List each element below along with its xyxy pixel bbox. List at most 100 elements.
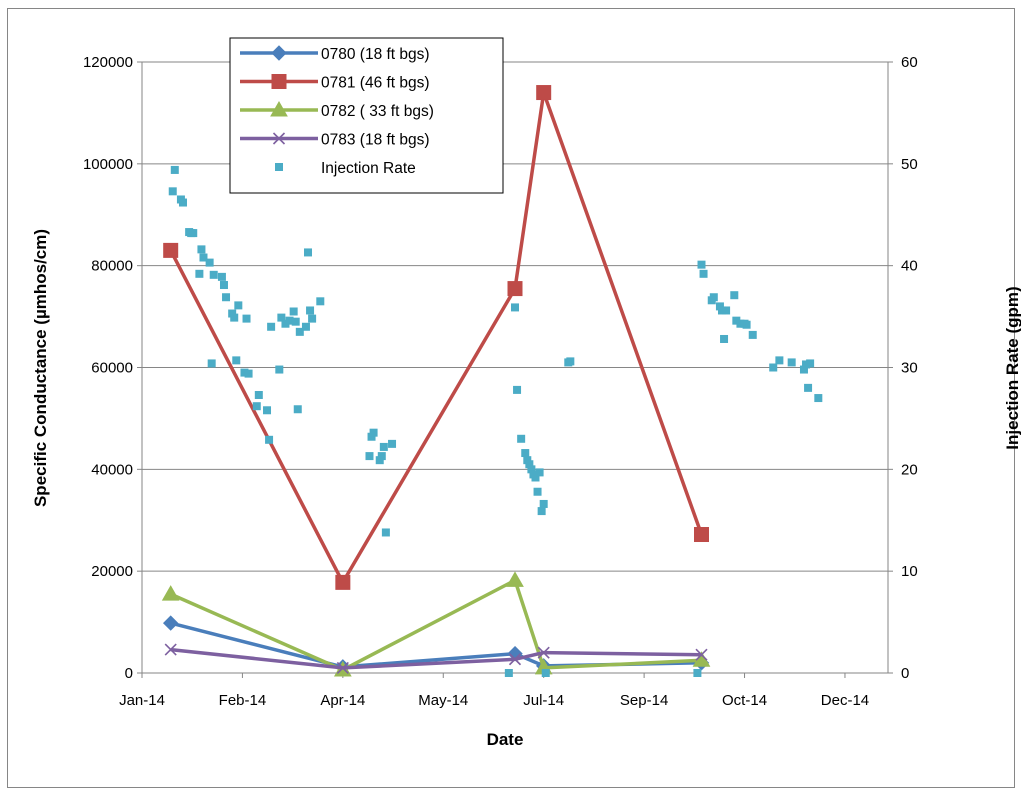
data-point — [277, 313, 286, 322]
legend-entry: 0781 (46 ft bgs) — [240, 74, 430, 92]
x-tick-label: Jan-14 — [119, 692, 165, 709]
data-point — [566, 357, 575, 366]
data-point — [293, 405, 302, 414]
y2-tick-label: 60 — [901, 54, 918, 71]
data-point — [189, 229, 198, 238]
data-point — [367, 432, 376, 441]
legend-label: Injection Rate — [321, 160, 416, 177]
data-point — [732, 316, 741, 325]
data-point — [207, 359, 216, 368]
data-point — [267, 322, 276, 331]
data-point — [285, 316, 294, 325]
data-point — [178, 198, 187, 207]
data-point — [161, 585, 180, 601]
data-point — [695, 648, 708, 661]
data-point — [533, 487, 542, 496]
data-point — [506, 571, 524, 587]
axes — [137, 61, 893, 678]
tick-labels: 0 20000 40000 60000 80000 100000 120000 0 10 20 30… — [83, 54, 918, 709]
data-point — [531, 473, 540, 482]
y-tick-label: 0 — [125, 665, 133, 682]
data-point — [242, 314, 251, 323]
data-point — [335, 574, 351, 590]
data-point — [379, 442, 388, 451]
data-point — [168, 187, 177, 196]
data-point — [281, 319, 290, 328]
data-point — [525, 460, 534, 469]
data-point — [694, 527, 709, 543]
data-point — [289, 307, 298, 316]
data-point — [722, 306, 731, 315]
data-point — [217, 272, 226, 281]
y-tick-label: 100000 — [83, 156, 133, 173]
data-point — [375, 456, 384, 465]
data-point — [304, 248, 313, 257]
data-point — [527, 465, 536, 474]
data-point — [301, 322, 310, 331]
legend-marker — [270, 100, 288, 117]
data-point — [511, 303, 519, 312]
x-tick-label: Sep-14 — [620, 692, 668, 709]
legend-marker — [272, 132, 286, 145]
data-point — [291, 317, 300, 326]
data-point — [209, 270, 218, 279]
data-point — [377, 452, 386, 461]
x-tick-label: Apr-14 — [320, 692, 365, 709]
data-point — [244, 369, 253, 378]
data-point — [308, 314, 317, 323]
legend: 0780 (18 ft bgs) 0781 (46 ft bgs) 0782 ( 3… — [229, 37, 504, 194]
data-point — [369, 428, 378, 437]
legend-marker — [271, 45, 287, 61]
data-point — [265, 435, 274, 444]
data-point — [699, 269, 708, 278]
data-point — [523, 456, 532, 465]
data-point — [195, 269, 204, 278]
series-2 — [163, 85, 709, 590]
data-point — [535, 468, 544, 477]
data-point — [263, 406, 272, 415]
data-point — [365, 452, 374, 461]
data-point — [730, 291, 739, 300]
legend-label: 0782 ( 33 ft bgs) — [321, 103, 434, 120]
data-point — [197, 245, 206, 254]
x-tick-label: Dec-14 — [821, 692, 869, 709]
data-point — [507, 281, 523, 297]
y2-tick-label: 10 — [901, 563, 918, 580]
data-point — [222, 293, 231, 302]
legend-label: 0783 (18 ft bgs) — [321, 132, 430, 149]
legend-marker — [271, 74, 287, 89]
y-tick-label: 20000 — [91, 563, 133, 580]
data-point — [513, 385, 522, 394]
data-point — [521, 449, 530, 458]
x-tick-label: Feb-14 — [219, 692, 267, 709]
data-point — [814, 394, 823, 403]
y2-tick-label: 50 — [901, 156, 918, 173]
data-point — [252, 402, 261, 411]
data-point — [234, 301, 243, 310]
data-point — [537, 646, 550, 659]
data-point — [693, 669, 702, 677]
data-point — [170, 165, 179, 174]
data-point — [254, 390, 263, 399]
data-point — [275, 365, 284, 374]
legend-entry: 0780 (18 ft bgs) — [240, 45, 430, 63]
data-point — [316, 297, 325, 306]
series-layer — [161, 85, 823, 677]
data-point — [240, 368, 249, 377]
legend-entry: 0783 (18 ft bgs) — [240, 132, 430, 149]
series-5 — [168, 165, 823, 677]
y2-tick-label: 40 — [901, 258, 918, 275]
data-point — [164, 643, 177, 656]
data-point — [539, 499, 548, 508]
data-point — [336, 661, 349, 674]
legend-marker — [275, 163, 283, 171]
data-point — [205, 258, 214, 267]
data-point — [228, 309, 237, 318]
data-point — [162, 615, 179, 631]
data-point — [295, 327, 304, 336]
data-point — [697, 260, 706, 269]
data-point — [536, 85, 552, 101]
data-point — [769, 363, 778, 372]
data-point — [388, 439, 397, 448]
data-point — [537, 507, 546, 516]
